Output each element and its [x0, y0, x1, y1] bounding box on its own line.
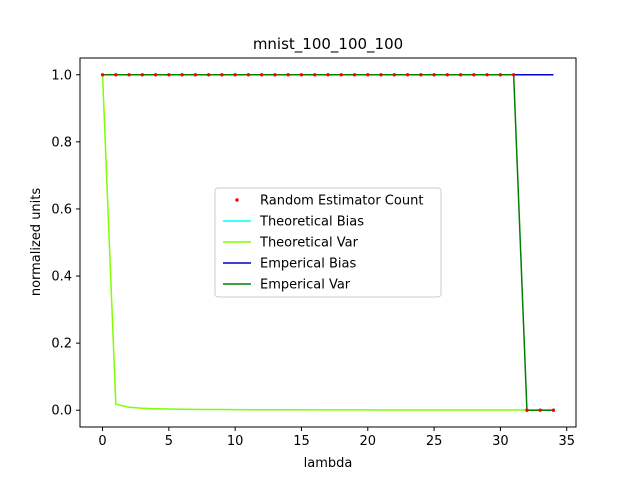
- y-tick-label: 0.4: [51, 270, 72, 285]
- data-point-random-estimator-count: [286, 73, 290, 77]
- data-point-random-estimator-count: [445, 73, 450, 77]
- legend-swatch-random-estimator-count: [235, 198, 239, 202]
- y-tick-label: 0.8: [51, 135, 72, 150]
- data-point-random-estimator-count: [299, 73, 304, 77]
- y-tick-label: 1.0: [51, 68, 72, 83]
- x-tick-label: 10: [227, 434, 244, 449]
- data-point-random-estimator-count: [259, 73, 264, 77]
- x-tick-label: 30: [492, 434, 509, 449]
- data-point-random-estimator-count: [167, 73, 171, 77]
- data-point-random-estimator-count: [127, 73, 131, 77]
- x-tick-label: 0: [98, 434, 106, 449]
- x-tick-label: 25: [426, 434, 443, 449]
- y-axis-label: normalized units: [29, 188, 44, 297]
- data-point-random-estimator-count: [379, 73, 383, 77]
- data-point-random-estimator-count: [193, 73, 198, 77]
- data-point-random-estimator-count: [326, 73, 330, 77]
- x-axis: 0 5 10 15 20 25 30 35: [98, 427, 575, 449]
- data-point-random-estimator-count: [206, 73, 211, 77]
- data-point-random-estimator-count: [419, 73, 423, 77]
- legend-label-emperical-var: Emperical Var: [260, 278, 351, 293]
- data-point-random-estimator-count: [538, 408, 542, 412]
- data-point-random-estimator-count: [472, 73, 476, 77]
- data-point-random-estimator-count: [153, 73, 158, 77]
- x-axis-label: lambda: [304, 456, 353, 471]
- legend-label-emperical-bias: Emperical Bias: [260, 257, 356, 272]
- data-point-random-estimator-count: [180, 73, 184, 77]
- legend-label-theoretical-bias: Theoretical Bias: [259, 215, 364, 230]
- data-point-random-estimator-count: [273, 73, 277, 77]
- series-line-theoretical-var: [101, 74, 554, 411]
- data-point-random-estimator-count: [392, 73, 397, 77]
- y-tick-label: 0.6: [51, 202, 72, 217]
- y-axis: 0.0 0.2 0.4 0.6 0.8 1.0: [51, 68, 80, 419]
- x-tick-label: 35: [558, 434, 575, 449]
- data-point-random-estimator-count: [140, 73, 145, 77]
- data-point-random-estimator-count: [458, 73, 463, 77]
- x-tick-label: 20: [360, 434, 377, 449]
- legend-label-random-estimator-count: Random Estimator Count: [260, 194, 423, 209]
- y-tick-label: 0.2: [51, 337, 72, 352]
- legend: Random Estimator Count Theoretical Bias Th…: [214, 187, 442, 298]
- x-tick-label: 15: [293, 434, 310, 449]
- x-tick-label: 5: [165, 434, 173, 449]
- data-point-random-estimator-count: [100, 73, 105, 77]
- legend-label-theoretical-var: Theoretical Var: [259, 236, 359, 251]
- legend-box: [214, 187, 442, 298]
- data-point-random-estimator-count: [525, 408, 529, 412]
- data-point-random-estimator-count: [498, 73, 503, 77]
- data-point-random-estimator-count: [233, 73, 237, 77]
- data-point-random-estimator-count: [432, 73, 436, 77]
- data-point-random-estimator-count: [551, 408, 556, 412]
- data-point-random-estimator-count: [485, 73, 489, 77]
- data-point-random-estimator-count: [313, 73, 317, 77]
- chart-title: mnist_100_100_100: [253, 35, 403, 54]
- data-point-random-estimator-count: [220, 73, 224, 77]
- data-point-random-estimator-count: [366, 73, 370, 77]
- data-point-random-estimator-count: [246, 73, 251, 77]
- plot-area: [100, 73, 556, 412]
- data-point-random-estimator-count: [352, 73, 357, 77]
- data-point-random-estimator-count: [114, 73, 118, 77]
- plot-frame: [79, 57, 577, 428]
- data-point-random-estimator-count: [339, 73, 343, 77]
- data-point-random-estimator-count: [405, 73, 410, 77]
- data-point-random-estimator-count: [511, 73, 516, 77]
- y-tick-label: 0.0: [51, 404, 72, 419]
